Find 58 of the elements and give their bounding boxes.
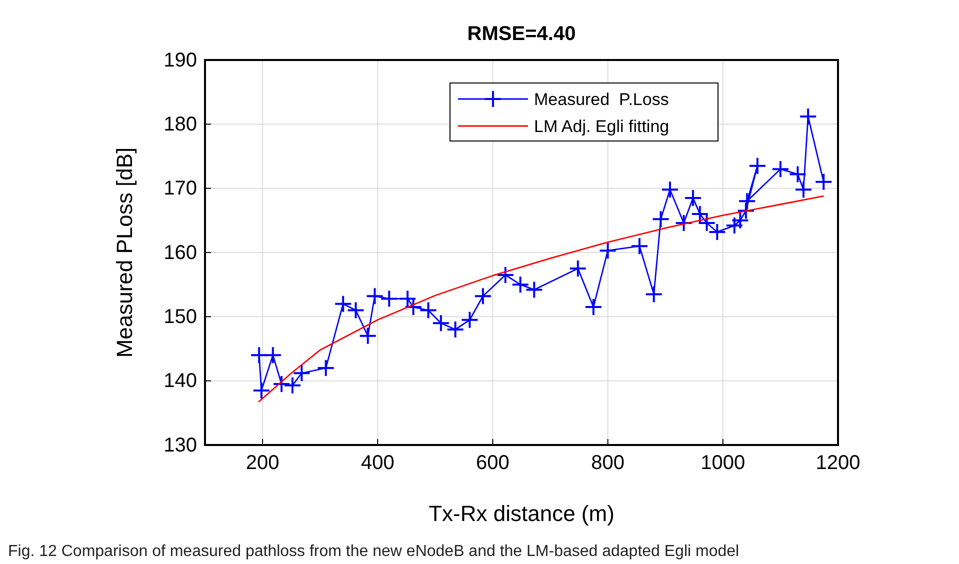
y-tick-label: 160 [164, 242, 197, 264]
point [736, 202, 755, 220]
point [446, 320, 464, 338]
point [292, 364, 311, 382]
point [380, 290, 398, 308]
point [660, 180, 679, 199]
point [252, 381, 270, 400]
x-tick-label: 1000 [700, 452, 746, 474]
point [316, 359, 335, 377]
x-tick-label: 400 [360, 452, 394, 474]
y-tick-label: 180 [164, 114, 197, 136]
point [652, 210, 670, 228]
point [771, 160, 790, 178]
x-tick-label: 200 [246, 452, 280, 474]
point [511, 276, 530, 294]
chart-title: RMSE=4.40 [467, 23, 576, 45]
point [460, 310, 479, 329]
point [630, 237, 648, 256]
point [419, 301, 438, 320]
y-tick-label: 170 [164, 178, 197, 200]
point [496, 266, 514, 284]
point [644, 285, 663, 304]
point [748, 156, 766, 175]
point [366, 287, 384, 306]
point [584, 298, 602, 316]
x-tick-label: 800 [591, 452, 625, 474]
point [725, 216, 744, 235]
point [568, 260, 587, 278]
point [738, 192, 756, 210]
point [334, 294, 352, 313]
point [674, 214, 693, 232]
point [525, 280, 544, 299]
y-axis-title: Measured PLoss [dB] [112, 147, 137, 358]
x-axis-title: Tx-Rx distance (m) [428, 501, 614, 526]
caption: Fig. 12 Comparison of measured pathloss from the new eNodeB and the LM-based adapted Egli model [8, 543, 740, 560]
point [346, 301, 365, 320]
legend-label: Measured P.Loss [534, 90, 669, 109]
point [283, 376, 302, 394]
legend-label: LM Adj. Egli fitting [534, 117, 670, 136]
point [731, 211, 750, 230]
y-tick-label: 140 [164, 370, 197, 392]
point [799, 107, 818, 126]
line-series [258, 195, 824, 403]
point [794, 180, 812, 199]
y-tick-label: 190 [164, 49, 197, 72]
y-tick-label: 150 [164, 306, 197, 328]
point [264, 346, 282, 364]
point [272, 375, 291, 394]
point [788, 165, 807, 184]
point [432, 314, 450, 332]
point [684, 188, 702, 207]
x-tick-label: 1200 [816, 452, 860, 474]
point [598, 242, 617, 260]
x-tick-label: 600 [476, 452, 510, 474]
y-tick-label: 130 [164, 434, 197, 456]
point [358, 326, 377, 345]
point [814, 172, 833, 191]
point [474, 287, 492, 306]
